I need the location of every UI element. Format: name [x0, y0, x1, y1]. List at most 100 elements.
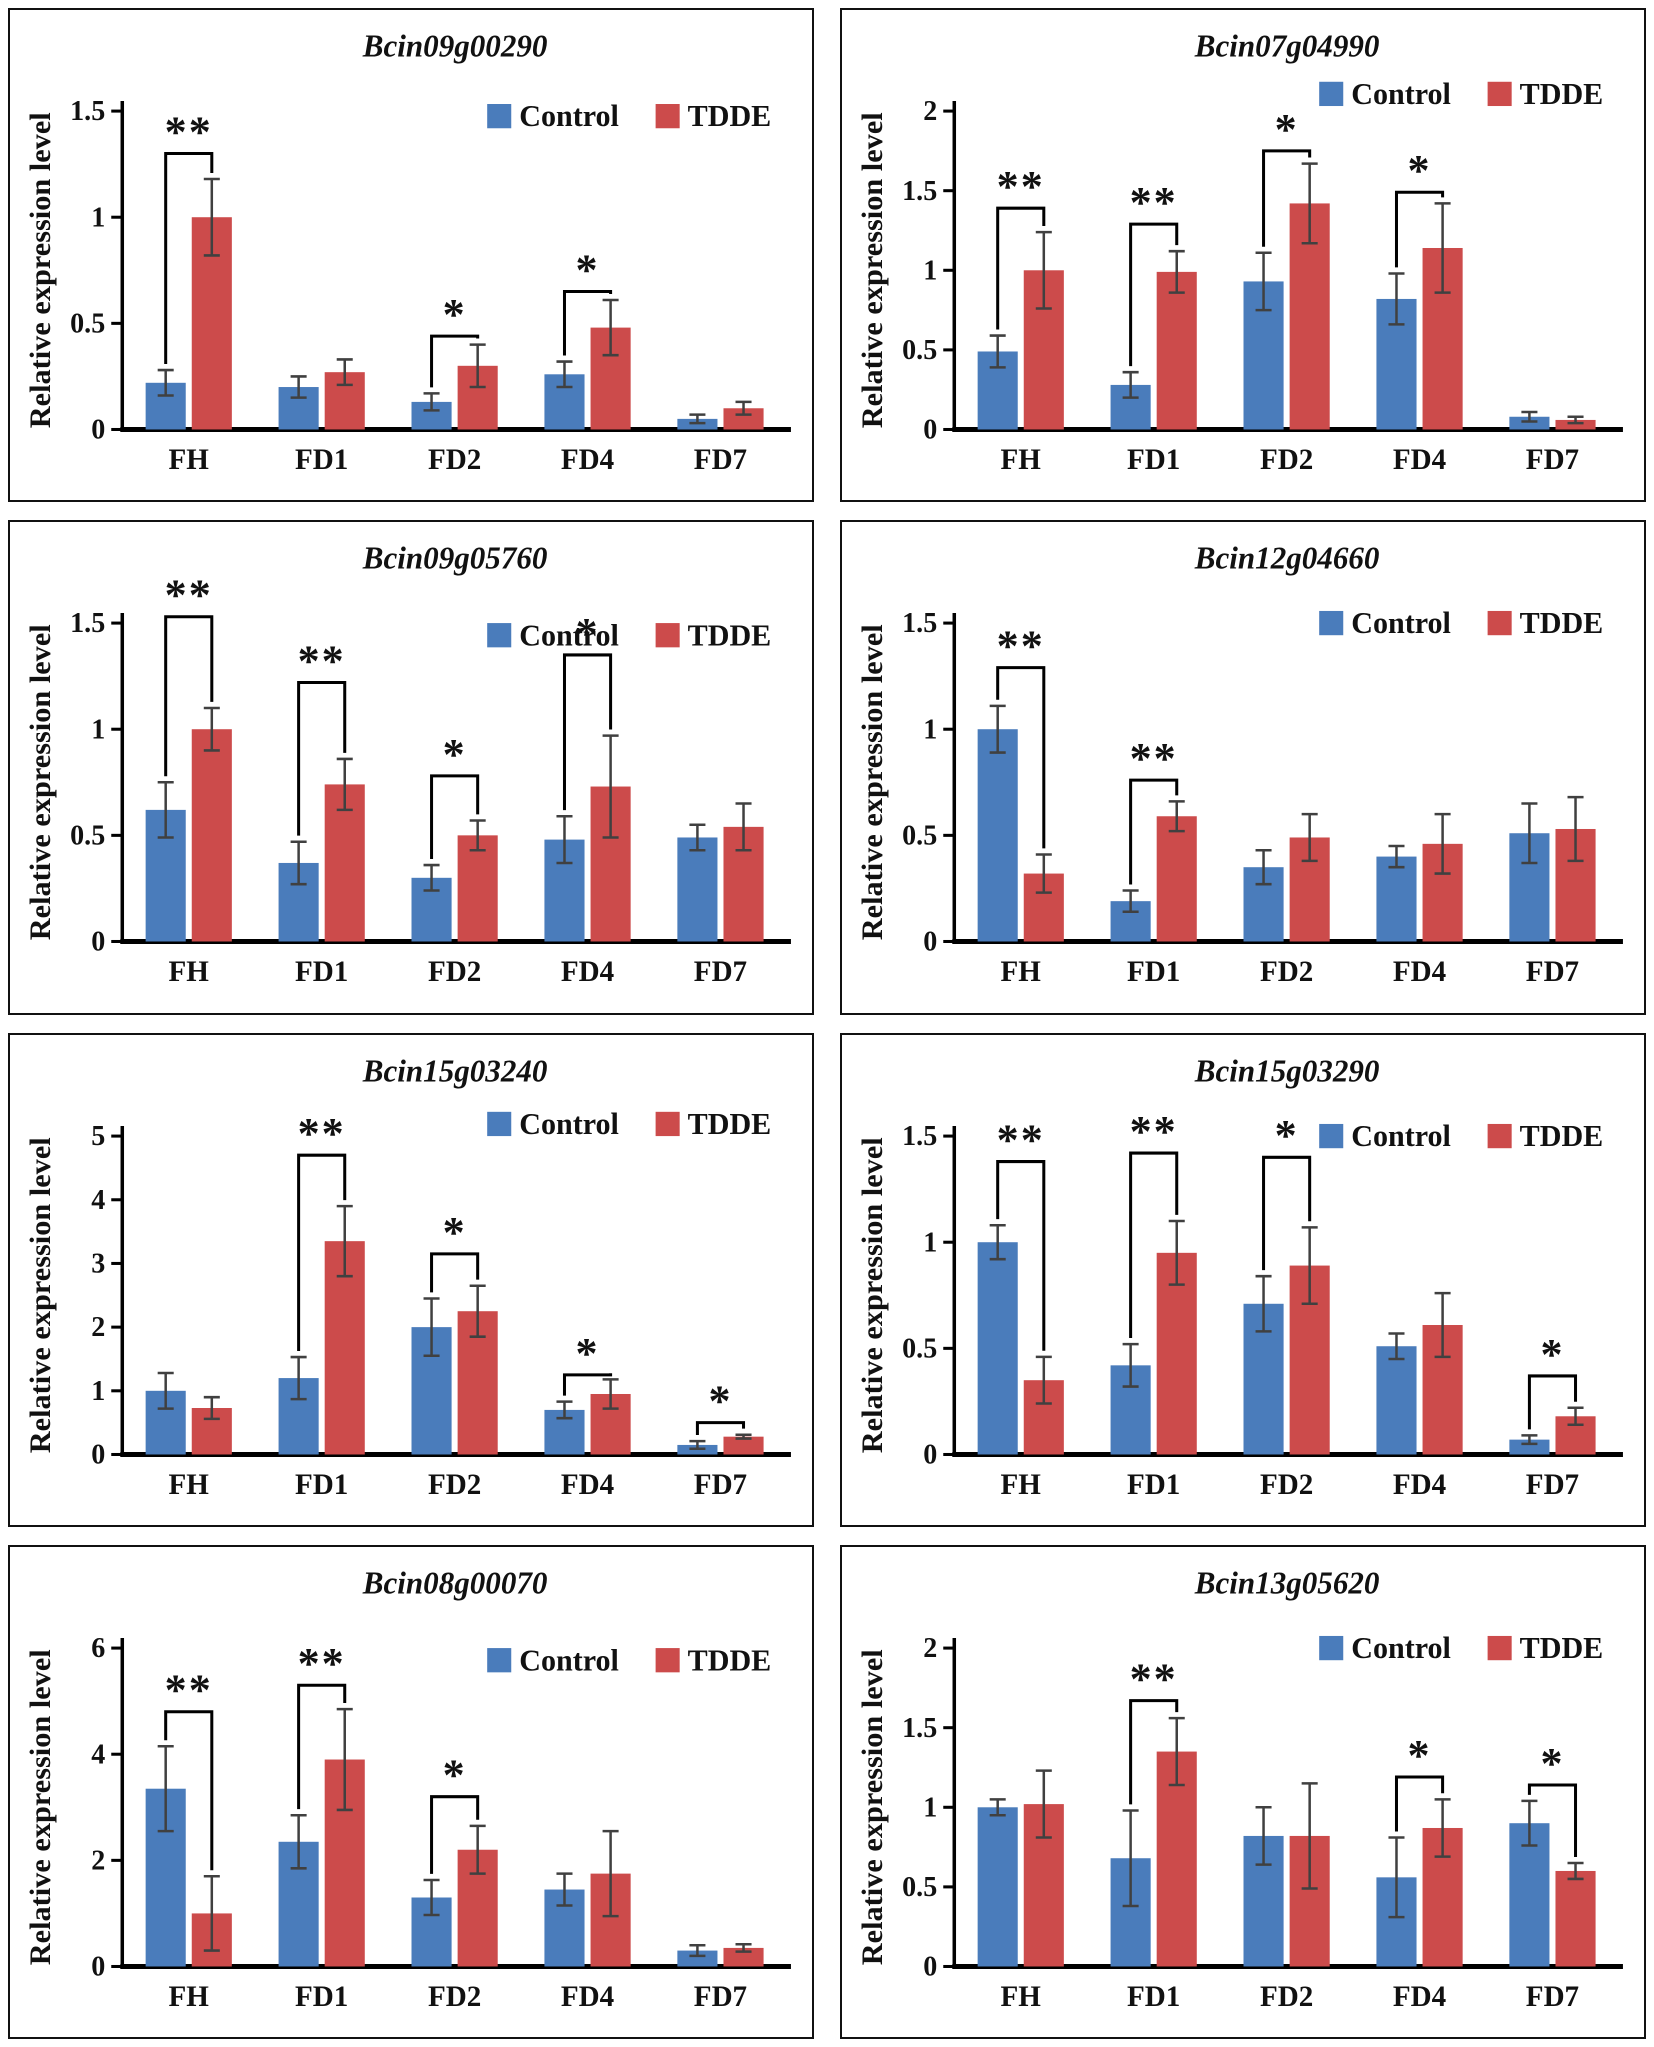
chart-svg: 00.511.5FH FD1 FD2 FD4 FD7******Bcin09g05760…: [23, 541, 791, 988]
category-label: FH: [169, 444, 210, 476]
chart-title: Bcin13g05620: [1194, 1565, 1380, 1600]
y-axis-label: Relative expression level: [855, 1649, 889, 1965]
legend-label-tdde: TDDE: [688, 1643, 772, 1677]
legend-label-control: Control: [1351, 77, 1451, 111]
category-label: FD1: [1127, 1468, 1180, 1500]
chart-title: Bcin09g05760: [362, 541, 548, 576]
bar-tdde: [1156, 271, 1197, 430]
legend-swatch-control: [487, 1111, 512, 1136]
bar-tdde: [1156, 816, 1197, 942]
category-label: FH: [1001, 956, 1042, 988]
y-tick-label: 3: [91, 1248, 105, 1279]
bar-tdde: [723, 1947, 764, 1967]
legend-label-tdde: TDDE: [1520, 1119, 1604, 1153]
category-label: FH: [169, 1468, 210, 1500]
sig-label: *: [1540, 1329, 1564, 1378]
legend-label-control: Control: [519, 1106, 619, 1140]
category-label: FD1: [1127, 956, 1180, 988]
y-tick-label: 1: [91, 202, 105, 233]
legend-label-control: Control: [1351, 1631, 1451, 1665]
legend-label-control: Control: [1351, 1119, 1451, 1153]
category-label: FD7: [694, 1981, 747, 2013]
category-label: FD7: [1526, 1981, 1579, 2013]
sig-bracket: [695, 1420, 746, 1435]
category-label: FH: [169, 1981, 210, 2013]
category-label: FH: [1001, 1981, 1042, 2013]
sig-label: *: [1275, 1111, 1299, 1160]
category-label: FD7: [694, 1468, 747, 1500]
category-label: FD1: [1127, 444, 1180, 476]
legend-label-tdde: TDDE: [1520, 1631, 1604, 1665]
bar-control: [1376, 1345, 1417, 1454]
bar-tdde: [1555, 1870, 1596, 1967]
chart-panel-bcin13g05620: 0 0.5 1 1.5 2 FH FD1 FD2 FD4 FD7 ** * * Bcin13g05620 R…: [840, 1544, 1646, 2039]
legend-label-tdde: TDDE: [1520, 77, 1604, 111]
y-tick-label: 0.5: [902, 1333, 937, 1364]
sig-bracket: [164, 615, 214, 777]
legend-swatch-control: [1319, 1635, 1344, 1660]
chart-panel-bcin15g03240: 0 1 2 3 4 5 FH FD1 FD2 FD4 FD7 ** * * * Bcin15g03240 Rel…: [8, 1032, 814, 1527]
legend-label-control: Control: [519, 1643, 619, 1677]
sig-label: **: [1130, 1654, 1178, 1703]
y-tick-label: 0: [923, 927, 937, 958]
legend-swatch-control: [487, 623, 512, 648]
sig-label: **: [165, 1665, 213, 1714]
bar-control: [1509, 1822, 1550, 1967]
legend-swatch-tdde: [655, 1111, 680, 1136]
bar-tdde: [191, 729, 232, 942]
category-label: FD1: [295, 1468, 348, 1500]
sig-bracket: [297, 681, 347, 836]
y-axis-label: Relative expression level: [23, 112, 57, 428]
y-axis-label: Relative expression level: [23, 1137, 57, 1453]
chart-panel-bcin07g04990: 0 0.5 1 1.5 2 FH FD1 FD2 FD4 FD7 ** ** * * Bcin07g0499…: [840, 8, 1646, 503]
y-tick-label: 0: [91, 1951, 105, 1982]
sig-label: *: [443, 1207, 467, 1256]
chart-title: Bcin07g04990: [1194, 28, 1380, 63]
y-axis-label: Relative expression level: [855, 112, 889, 428]
y-tick-label: 4: [91, 1184, 105, 1215]
category-label: FD4: [561, 444, 615, 476]
bar-control: [977, 1807, 1018, 1967]
sig-label: **: [1130, 178, 1178, 227]
sig-bracket: [1527, 1373, 1578, 1429]
category-label: FD7: [1526, 444, 1579, 476]
chart-title: Bcin09g00290: [362, 28, 548, 63]
legend-label-control: Control: [519, 99, 619, 133]
y-axis-label: Relative expression level: [855, 625, 889, 941]
y-tick-label: 1: [91, 1375, 105, 1406]
chart-title: Bcin15g03240: [362, 1053, 548, 1088]
sig-bracket: [1262, 1155, 1312, 1270]
chart-panel-bcin09g05760: 0 0.5 1 1.5 FH FD1 FD2 FD4 FD7 ** ** * * Bcin09g05760…: [8, 520, 814, 1015]
bar-tdde: [1156, 1751, 1197, 1967]
category-label: FD2: [428, 956, 481, 988]
legend-swatch-tdde: [655, 1647, 680, 1673]
legend-swatch-control: [1319, 81, 1344, 107]
chart-svg: 0 0.5 1 1.5 FH FD1 FD2 FD4 FD7 ** ** Bcin12g04660 Re…: [855, 541, 1623, 988]
bar-tdde: [1156, 1252, 1197, 1454]
y-tick-label: 1.5: [902, 1712, 937, 1743]
sig-label: *: [708, 1376, 732, 1425]
y-tick-label: 0.5: [70, 821, 105, 852]
y-tick-label: 6: [91, 1633, 105, 1664]
sig-bracket: [1262, 149, 1312, 247]
y-axis-label: Relative expression level: [855, 1137, 889, 1453]
sig-bracket: [1129, 1151, 1179, 1338]
y-tick-label: 2: [91, 1312, 105, 1343]
category-label: FH: [1001, 444, 1042, 476]
sig-bracket: [996, 1159, 1046, 1351]
y-tick-label: 1: [923, 1792, 937, 1823]
y-tick-label: 1.5: [70, 96, 105, 127]
legend-swatch-tdde: [655, 623, 680, 648]
category-label: FD1: [1127, 1981, 1180, 2013]
chart-svg: 00.511.5FH FD1 FD2 FD4 FD7** ** **Bcin15g03290…: [855, 1053, 1623, 1500]
sig-label: *: [576, 1328, 600, 1377]
legend-label-tdde: TDDE: [688, 1106, 772, 1140]
sig-bracket: [297, 1153, 347, 1351]
category-label: FD4: [561, 956, 615, 988]
chart-title: Bcin12g04660: [1194, 541, 1380, 576]
chart-panel-bcin12g04660: 0 0.5 1 1.5 FH FD1 FD2 FD4 FD7 ** ** Bcin12g04660 Re…: [840, 520, 1646, 1015]
y-tick-label: 1: [923, 255, 937, 286]
